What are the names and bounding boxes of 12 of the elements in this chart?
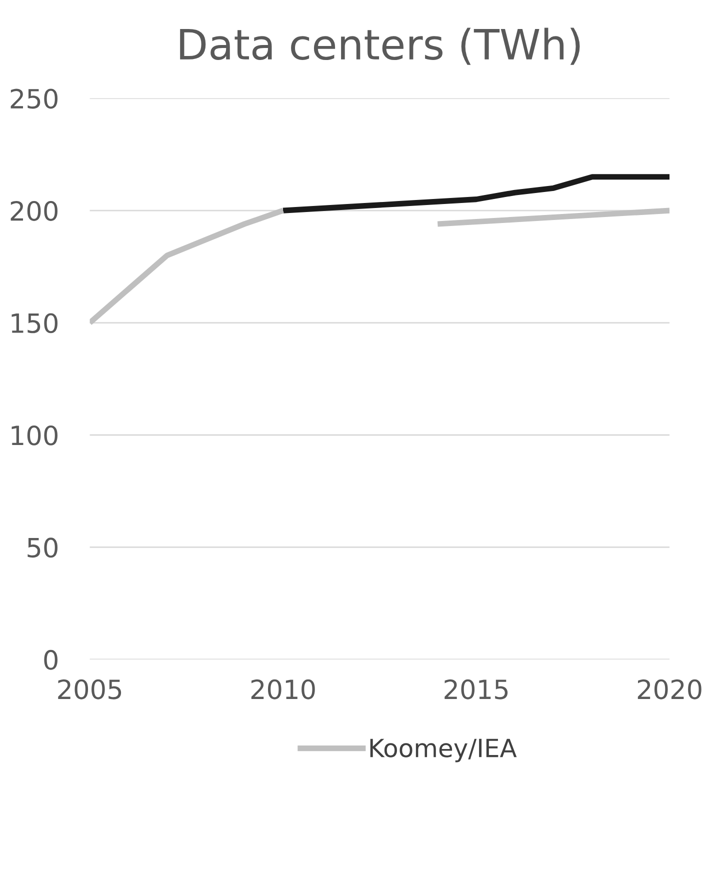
- y-tick-label: 50: [28, 538, 58, 558]
- y-tick-label: 100: [12, 425, 58, 446]
- y-tick-label: 150: [12, 313, 58, 334]
- y-tick-label: 250: [10, 88, 58, 109]
- legend-label: Koomey/IEA: [370, 738, 517, 762]
- x-tick-label: 2020: [638, 679, 702, 700]
- x-tick-label: 2005: [58, 679, 122, 700]
- x-tick-label: 2010: [251, 679, 315, 700]
- x-tick-label: 2015: [444, 679, 508, 700]
- y-tick-label: 0: [44, 650, 58, 670]
- y-tick-label: 200: [10, 200, 58, 221]
- chart-title: Data centers (TWh): [180, 28, 580, 65]
